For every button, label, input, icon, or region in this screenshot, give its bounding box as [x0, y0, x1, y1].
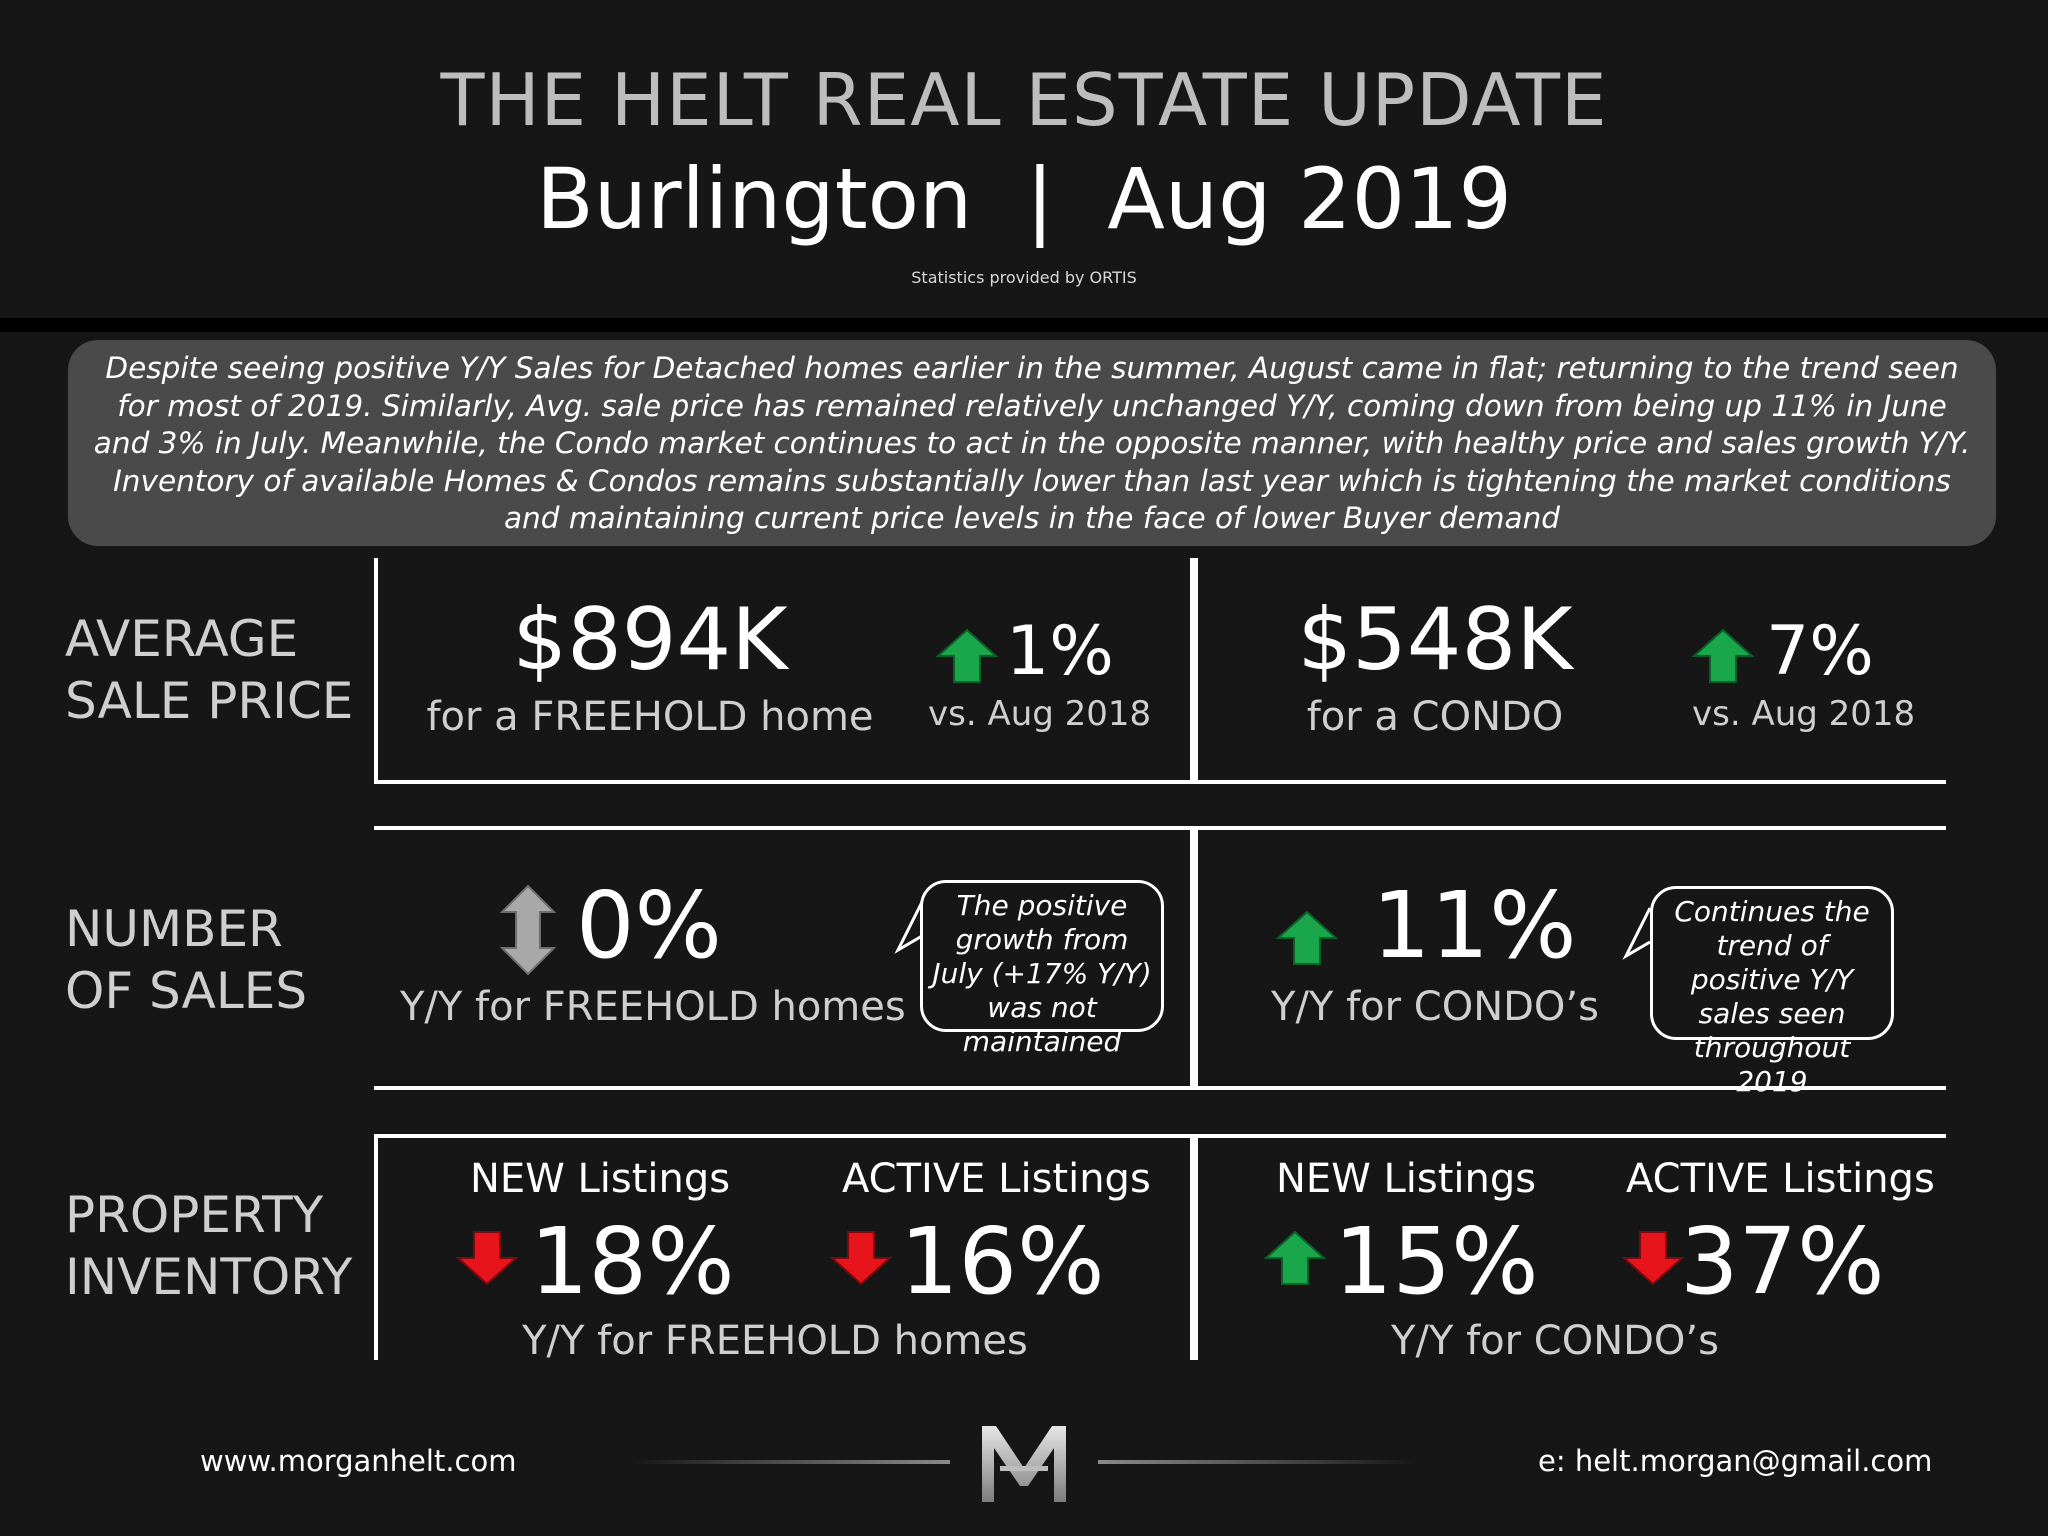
- condo-sales-change: 11%: [1372, 872, 1577, 979]
- footer-right-rule: [1098, 1460, 1418, 1464]
- condo-sales-note: Continues the trend of positive Y/Y sale…: [1650, 886, 1894, 1098]
- m-logo-icon: [982, 1426, 1066, 1502]
- arrow-down-icon: [456, 1231, 518, 1286]
- website-link[interactable]: www.morganhelt.com: [200, 1444, 517, 1478]
- callout-tail-icon: [1622, 907, 1652, 960]
- condo-active-listings-label: ACTIVE Listings: [1626, 1156, 1935, 1202]
- freehold-avg-price: $894K: [512, 590, 788, 690]
- freehold-inventory-desc: Y/Y for FREEHOLD homes: [522, 1318, 1028, 1364]
- report-title: THE HELT REAL ESTATE UPDATE: [440, 58, 1608, 142]
- row1-left-border: [374, 558, 378, 784]
- row3-top-line: [374, 1134, 1946, 1138]
- statistics-credit: Statistics provided by ORTIS: [911, 268, 1137, 287]
- header-divider: [0, 318, 2048, 332]
- report-subtitle: Burlington | Aug 2019: [536, 150, 1512, 248]
- arrow-up-icon: [936, 628, 998, 683]
- number-of-sales-label: NUMBER OF SALES: [65, 900, 308, 1020]
- condo-avg-price-desc: for a CONDO: [1306, 694, 1564, 740]
- row2-top-line: [374, 826, 1946, 830]
- arrow-up-icon: [1276, 910, 1338, 965]
- arrow-down-icon: [830, 1231, 892, 1286]
- market-summary: Despite seeing positive Y/Y Sales for De…: [68, 340, 1996, 546]
- callout-tail-icon: [894, 901, 924, 954]
- footer-left-rule: [630, 1460, 950, 1464]
- condo-price-compare: vs. Aug 2018: [1692, 694, 1916, 734]
- arrow-up-down-icon: [500, 884, 556, 976]
- freehold-sales-change: 0%: [576, 872, 722, 979]
- freehold-price-compare: vs. Aug 2018: [928, 694, 1152, 734]
- condo-inventory-desc: Y/Y for CONDO’s: [1391, 1318, 1719, 1364]
- row1-bottom-line: [374, 780, 1946, 784]
- condo-new-listings-change: 15%: [1334, 1208, 1539, 1315]
- arrow-up-icon: [1692, 628, 1754, 683]
- property-inventory-label: PROPERTY INVENTORY: [65, 1186, 353, 1306]
- row1-center-divider: [1190, 558, 1198, 784]
- condo-avg-price: $548K: [1297, 590, 1573, 690]
- condo-active-listings-change: 37%: [1680, 1208, 1885, 1315]
- email-link[interactable]: e: helt.morgan@gmail.com: [1538, 1444, 1933, 1478]
- row2-bottom-line: [374, 1086, 1946, 1090]
- freehold-avg-price-desc: for a FREEHOLD home: [426, 694, 874, 740]
- freehold-sales-desc: Y/Y for FREEHOLD homes: [400, 984, 906, 1030]
- row2-center-divider: [1190, 826, 1198, 1090]
- freehold-new-listings-label: NEW Listings: [470, 1156, 731, 1202]
- row3-left-border: [374, 1134, 378, 1360]
- freehold-price-change: 1%: [1006, 612, 1114, 691]
- freehold-new-listings-change: 18%: [530, 1208, 735, 1315]
- row3-center-divider: [1190, 1134, 1198, 1360]
- freehold-active-listings-label: ACTIVE Listings: [842, 1156, 1151, 1202]
- average-sale-price-label: AVERAGE SALE PRICE: [65, 610, 354, 730]
- condo-price-change: 7%: [1766, 612, 1874, 691]
- condo-new-listings-label: NEW Listings: [1276, 1156, 1537, 1202]
- arrow-up-icon: [1264, 1230, 1326, 1285]
- freehold-sales-note: The positive growth from July (+17% Y/Y)…: [920, 880, 1164, 1058]
- arrow-down-icon: [1622, 1231, 1684, 1286]
- condo-sales-desc: Y/Y for CONDO’s: [1271, 984, 1599, 1030]
- freehold-active-listings-change: 16%: [900, 1208, 1105, 1315]
